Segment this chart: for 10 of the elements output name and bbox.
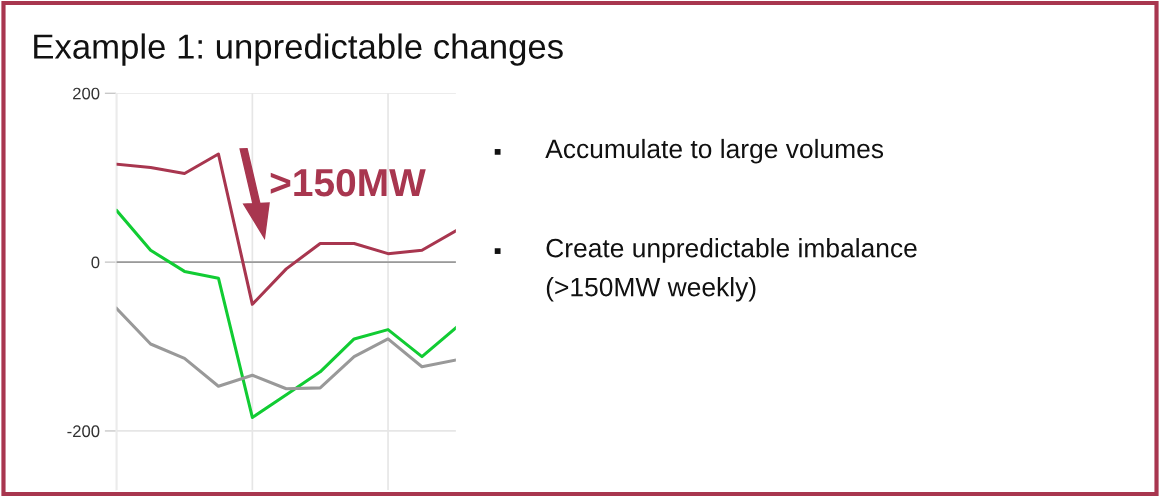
annotation: >150MW <box>270 168 426 197</box>
line-series <box>116 209 456 419</box>
y-tick-label: -200 <box>67 425 100 438</box>
text: Accumulate to large volumes <box>545 138 884 164</box>
y-tick-label: 0 <box>91 256 100 269</box>
line-series <box>116 152 456 306</box>
chart-title: Example 1: unpredictable changes <box>34 33 563 66</box>
line-series <box>116 307 456 391</box>
y-tick-label: 200 <box>73 87 100 100</box>
text: Create unpredictable imbalance (>150MW weekly) <box>546 238 917 302</box>
